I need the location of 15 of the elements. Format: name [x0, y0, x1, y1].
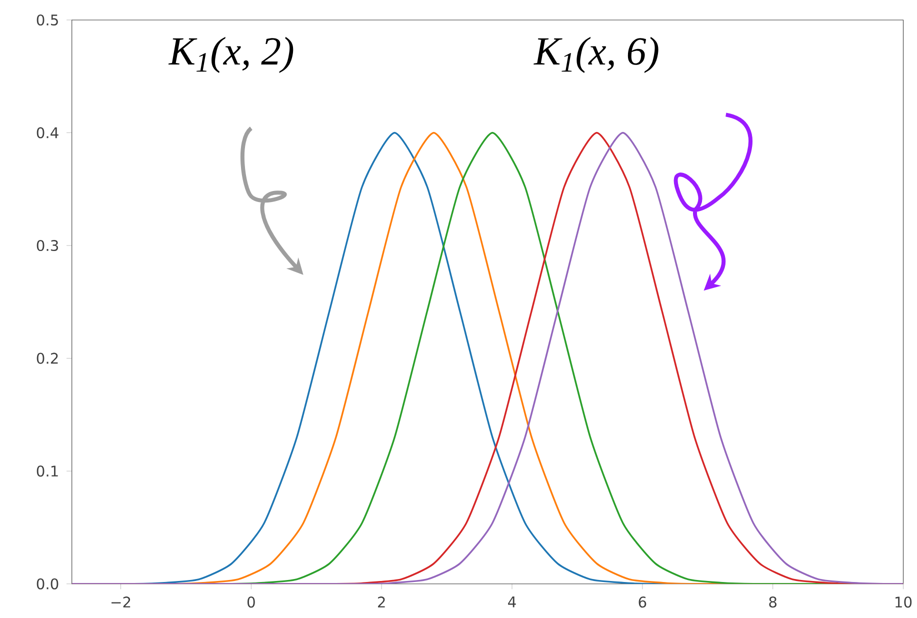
annotation: K$_{1}$(x, 2)	[168, 36, 294, 74]
x-tick-label: 10	[896, 596, 912, 608]
x-tick-label: 4	[508, 596, 516, 608]
annotation: K$_{1}$(x, 6)	[534, 36, 658, 74]
x-tick-label: 2	[378, 596, 385, 608]
x-tick-label: 0	[247, 596, 255, 608]
y-tick-label: 0.1	[36, 466, 58, 477]
x-tick-label: 6	[638, 596, 646, 608]
y-tick-label: 0.2	[36, 352, 58, 364]
y-tick-label: 0.4	[36, 127, 58, 138]
x-tick-label: −2	[112, 596, 130, 608]
y-tick-label: 0.0	[36, 578, 58, 590]
y-tick-label: 0.5	[36, 14, 58, 26]
y-tick-label: 0.3	[36, 240, 58, 252]
x-tick-label: 8	[769, 596, 776, 608]
